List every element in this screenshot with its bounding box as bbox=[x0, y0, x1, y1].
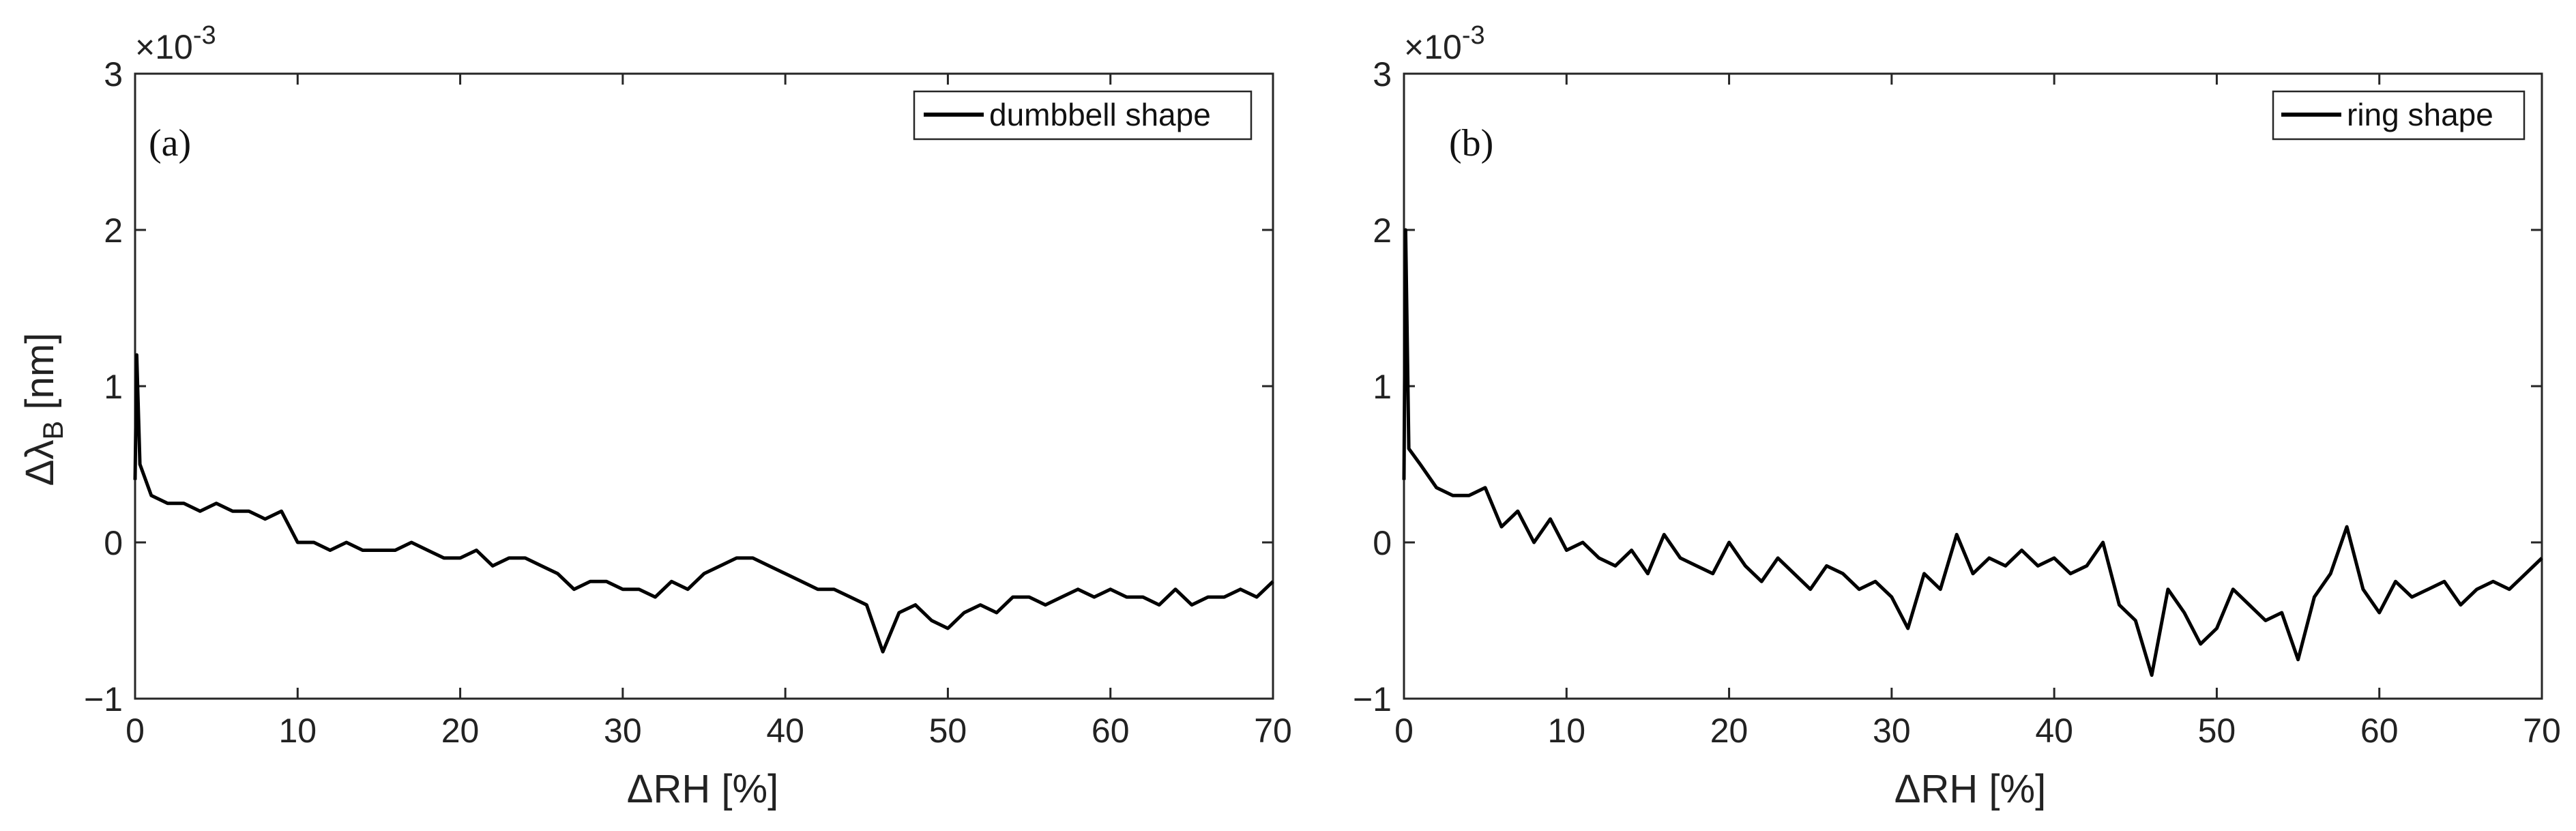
x-tick-label-a: 60 bbox=[1092, 712, 1130, 750]
x-tick-label-a: 40 bbox=[766, 712, 804, 750]
x-tick-label-a: 10 bbox=[278, 712, 317, 750]
y-tick-label-b: 0 bbox=[1373, 524, 1392, 562]
y-exponent-b: ×10-3 bbox=[1404, 21, 1485, 66]
x-tick-label-a: 30 bbox=[604, 712, 642, 750]
x-axis-label-a: ΔRH [%] bbox=[627, 767, 778, 811]
series-line-a bbox=[133, 353, 1274, 654]
y-axis-label-a: ΔλB [nm] bbox=[18, 333, 69, 486]
legend-label-b: ring shape bbox=[2347, 97, 2493, 132]
axes-box-a bbox=[134, 72, 1274, 700]
x-tick-label-b: 10 bbox=[1547, 712, 1585, 750]
legend-b: ring shape bbox=[2272, 90, 2526, 141]
y-exponent-a: ×10-3 bbox=[135, 21, 216, 66]
y-tick-label-b: −1 bbox=[1353, 680, 1392, 718]
y-axis-label-subscript: B bbox=[37, 421, 69, 440]
series-line-b bbox=[1402, 228, 2543, 677]
y-tick-label-a: 0 bbox=[104, 524, 123, 562]
y-tick-label-b: 2 bbox=[1373, 212, 1392, 250]
x-tick-label-a: 50 bbox=[929, 712, 967, 750]
y-tick-label-a: −1 bbox=[84, 680, 123, 718]
y-tick-label-b: 3 bbox=[1373, 55, 1392, 93]
x-tick-label-b: 50 bbox=[2198, 712, 2236, 750]
x-tick-label-b: 0 bbox=[1394, 712, 1414, 750]
x-tick-label-b: 30 bbox=[1873, 712, 1911, 750]
y-tick-label-a: 3 bbox=[104, 55, 123, 93]
y-tick-label-a: 2 bbox=[104, 212, 123, 250]
y-axis-label-unit: [nm] bbox=[18, 333, 62, 421]
axes-box-b bbox=[1403, 72, 2543, 700]
x-tick-label-b: 40 bbox=[2035, 712, 2073, 750]
legend-label-a: dumbbell shape bbox=[989, 97, 1211, 132]
panel-label-a: (a) bbox=[149, 122, 191, 164]
x-tick-label-b: 60 bbox=[2360, 712, 2399, 750]
panel-label-b: (b) bbox=[1449, 122, 1493, 164]
x-tick-label-a: 20 bbox=[441, 712, 480, 750]
legend-a: dumbbell shape bbox=[913, 90, 1253, 141]
x-axis-label-b: ΔRH [%] bbox=[1894, 767, 2046, 811]
x-tick-label-b: 70 bbox=[2523, 712, 2561, 750]
x-tick-label-b: 20 bbox=[1710, 712, 1748, 750]
y-tick-label-b: 1 bbox=[1373, 368, 1392, 406]
x-tick-label-a: 70 bbox=[1254, 712, 1292, 750]
x-tick-label-a: 0 bbox=[126, 712, 145, 750]
y-tick-label-a: 1 bbox=[104, 368, 123, 406]
